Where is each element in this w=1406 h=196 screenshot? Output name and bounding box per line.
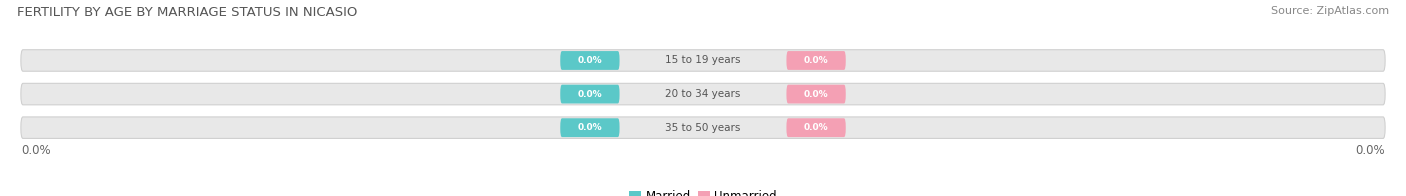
FancyBboxPatch shape	[786, 118, 846, 137]
Text: 0.0%: 0.0%	[804, 123, 828, 132]
Text: 35 to 50 years: 35 to 50 years	[665, 123, 741, 133]
FancyBboxPatch shape	[786, 85, 846, 103]
Text: 0.0%: 0.0%	[578, 56, 602, 65]
FancyBboxPatch shape	[21, 117, 1385, 138]
Text: 0.0%: 0.0%	[804, 90, 828, 99]
Text: 15 to 19 years: 15 to 19 years	[665, 55, 741, 65]
Legend: Married, Unmarried: Married, Unmarried	[624, 186, 782, 196]
Text: 0.0%: 0.0%	[21, 144, 51, 157]
Text: 0.0%: 0.0%	[578, 123, 602, 132]
FancyBboxPatch shape	[786, 51, 846, 70]
Text: 0.0%: 0.0%	[578, 90, 602, 99]
Text: 0.0%: 0.0%	[1355, 144, 1385, 157]
Text: 20 to 34 years: 20 to 34 years	[665, 89, 741, 99]
FancyBboxPatch shape	[560, 51, 620, 70]
Text: 0.0%: 0.0%	[804, 56, 828, 65]
Text: Source: ZipAtlas.com: Source: ZipAtlas.com	[1271, 6, 1389, 16]
FancyBboxPatch shape	[560, 118, 620, 137]
FancyBboxPatch shape	[21, 83, 1385, 105]
Text: FERTILITY BY AGE BY MARRIAGE STATUS IN NICASIO: FERTILITY BY AGE BY MARRIAGE STATUS IN N…	[17, 6, 357, 19]
FancyBboxPatch shape	[560, 85, 620, 103]
FancyBboxPatch shape	[21, 50, 1385, 71]
